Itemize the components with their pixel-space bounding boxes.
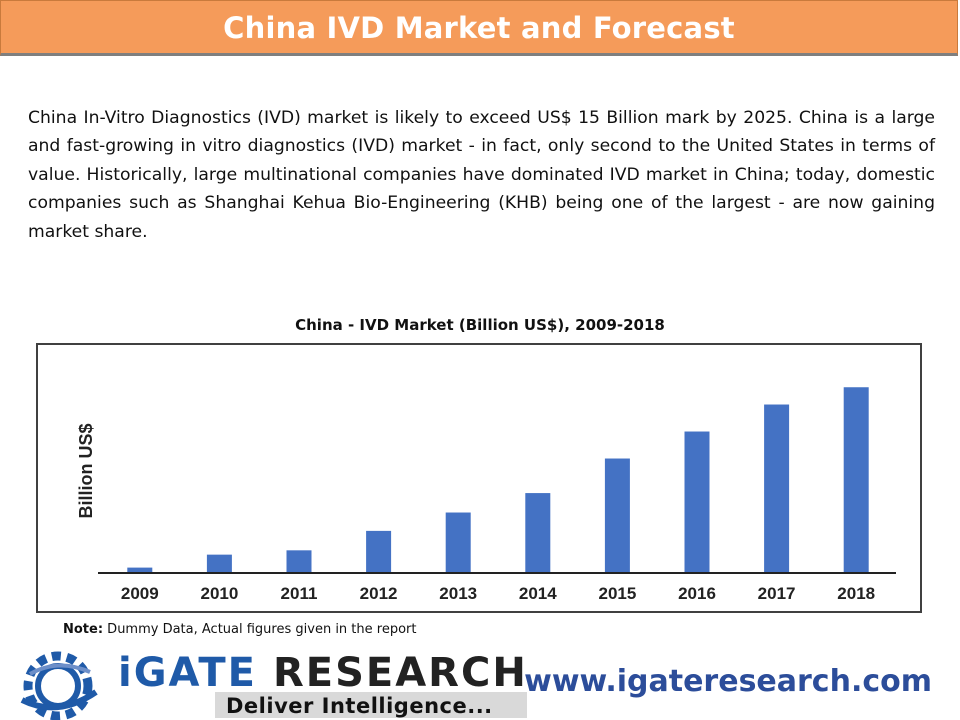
header-bar: China IVD Market and Forecast — [0, 0, 958, 56]
logo-brand-rest: RESEARCH — [257, 650, 528, 696]
bar-2016 — [684, 431, 710, 573]
bar-2018 — [843, 387, 869, 573]
bar-2011 — [286, 550, 312, 573]
x-tick-label: 2017 — [758, 584, 796, 603]
x-tick-label: 2018 — [837, 584, 875, 603]
bar-chart: Billion US$ 2009 2010 2011 2012 2013 2014 2015 2… — [76, 387, 896, 603]
gear-icon — [20, 651, 98, 720]
bar-2010 — [206, 554, 232, 573]
x-tick-label: 2012 — [360, 584, 398, 603]
note-text: Dummy Data, Actual figures given in the … — [103, 622, 417, 637]
company-logo-gear — [20, 651, 527, 720]
bar-2014 — [525, 493, 551, 573]
x-tick-label: 2009 — [121, 584, 159, 603]
logo-brand: iGATE RESEARCH — [118, 650, 528, 696]
bar-2015 — [604, 458, 630, 573]
y-axis-label: Billion US$ — [76, 423, 96, 518]
x-tick-label: 2015 — [598, 584, 636, 603]
x-tick-label: 2014 — [519, 584, 557, 603]
bar-2017 — [764, 404, 790, 573]
bar-2009 — [127, 567, 153, 573]
logo-tagline-bar — [215, 692, 527, 718]
chart-frame: Billion US$ 2009 2010 2011 2012 2013 2014 2015 2… — [36, 343, 922, 613]
bar-2013 — [445, 512, 471, 573]
chart-note: Note: Dummy Data, Actual figures given i… — [63, 622, 416, 637]
page-title: China IVD Market and Forecast — [223, 11, 735, 45]
website-url: www.igateresearch.com — [524, 664, 932, 699]
logo-tagline: Deliver Intelligence... — [226, 694, 493, 718]
bar-2012 — [366, 530, 392, 573]
chart-title: China - IVD Market (Billion US$), 2009-2… — [295, 316, 665, 334]
note-label: Note: — [63, 622, 104, 637]
x-tick-label: 2016 — [678, 584, 716, 603]
x-tick-label: 2010 — [200, 584, 238, 603]
x-tick-label: 2013 — [439, 584, 477, 603]
intro-paragraph: China In-Vitro Diagnostics (IVD) market … — [28, 108, 935, 242]
x-tick-label: 2011 — [281, 584, 318, 603]
logo-brand-i: iGATE — [118, 650, 258, 696]
